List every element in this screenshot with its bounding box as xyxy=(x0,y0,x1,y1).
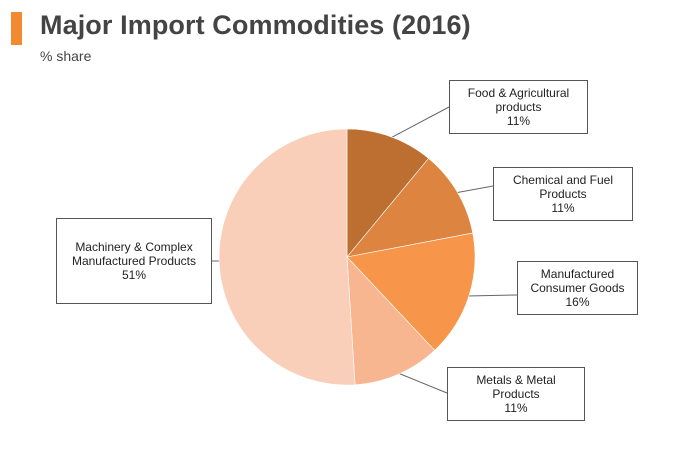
slice-manufactured-consumer xyxy=(346,232,476,351)
pie-slices xyxy=(218,128,476,386)
slice-label-line: products xyxy=(495,100,542,114)
leader-lines xyxy=(211,106,518,394)
slice-label-line: Consumer Goods xyxy=(530,281,625,295)
slice-label-value: 11% xyxy=(551,201,575,215)
slice-label-machinery: Machinery & Complex Manufactured Product… xyxy=(56,218,212,304)
chart-subtitle: % share xyxy=(40,48,92,64)
slice-label-line: Products xyxy=(539,187,587,201)
slice-label-line: Chemical and Fuel xyxy=(512,173,614,187)
slice-label-value: 16% xyxy=(565,295,590,309)
slice-food-agricultural xyxy=(346,128,430,258)
leader-line xyxy=(455,185,494,194)
title-accent-bar xyxy=(11,12,22,45)
slice-label-line: Products xyxy=(492,387,540,401)
slice-label-line: Manufactured xyxy=(540,267,615,281)
slice-chemical-fuel xyxy=(346,157,474,258)
leader-line xyxy=(396,372,448,394)
leader-line xyxy=(466,294,518,297)
chart-title: Major Import Commodities (2016) xyxy=(40,10,471,40)
slice-label-manufactured-consumer: Manufactured Consumer Goods 16% xyxy=(517,261,638,315)
slice-label-food-agricultural: Food & Agricultural products 11% xyxy=(449,80,588,134)
slice-label-value: 51% xyxy=(121,268,147,282)
slice-machinery xyxy=(218,128,356,386)
slice-label-value: 11% xyxy=(506,114,531,128)
slice-label-line: Machinery & Complex xyxy=(75,240,193,254)
slice-label-chemical-fuel: Chemical and Fuel Products 11% xyxy=(493,167,633,221)
slice-label-line: Metals & Metal xyxy=(476,373,556,387)
slice-label-value: 11% xyxy=(504,401,528,415)
slice-label-line: Manufactured Products xyxy=(71,254,197,268)
leader-line xyxy=(389,106,450,139)
slice-metals xyxy=(346,256,436,386)
slice-label-metals: Metals & Metal Products 11% xyxy=(447,367,585,421)
slice-label-line: Food & Agricultural xyxy=(467,86,570,100)
